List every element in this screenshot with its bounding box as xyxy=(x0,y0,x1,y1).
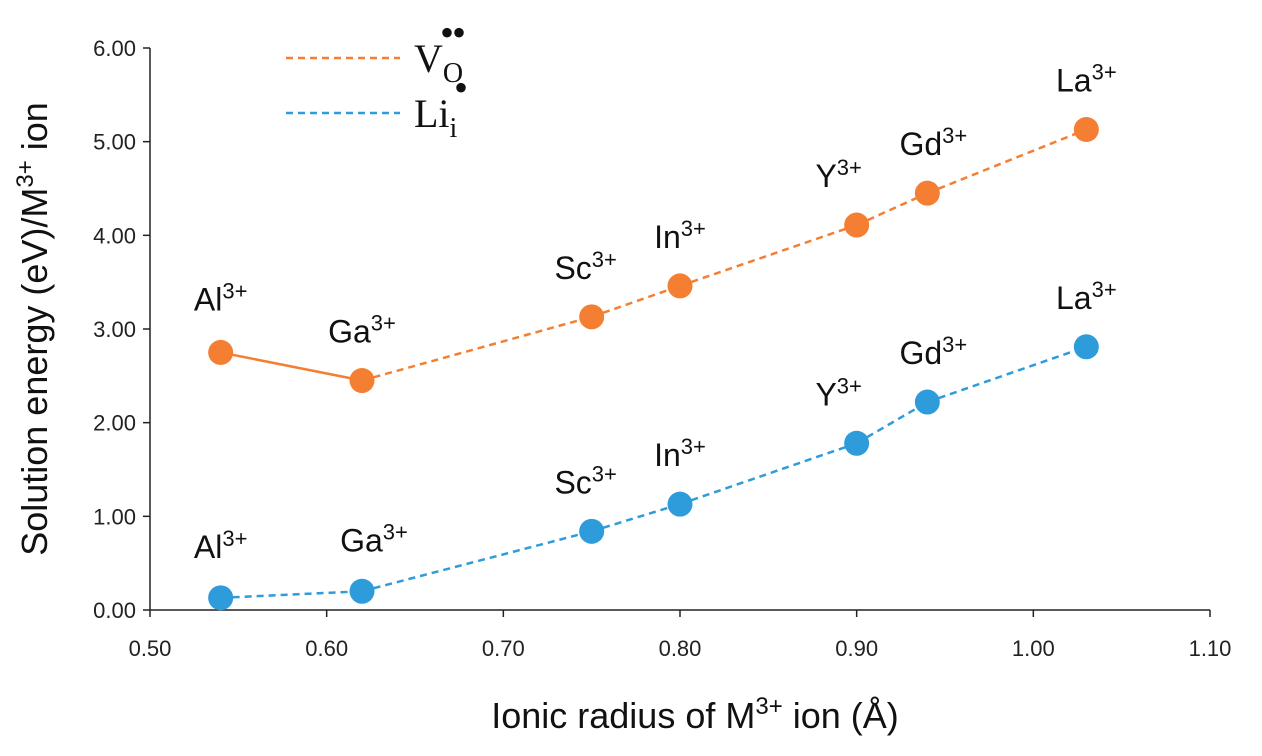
x-tick-label: 0.50 xyxy=(129,636,172,661)
plot-area: Al3+ Ga3+ Sc3+ In3+ Y3+ Gd3+ La3+ Al3+ Ga3+ Sc3+ I… xyxy=(194,59,1117,611)
y-axis-title: Solution energy (eV)/M3+ ion xyxy=(12,102,55,556)
data-point xyxy=(914,180,940,206)
x-tick-label: 0.70 xyxy=(482,636,525,661)
data-point xyxy=(667,273,693,299)
x-tick-label: 0.90 xyxy=(835,636,878,661)
data-point xyxy=(208,339,234,365)
series-vo: Al3+ Ga3+ Sc3+ In3+ Y3+ Gd3+ La3+ xyxy=(194,59,1117,394)
y-tick-label: 1.00 xyxy=(93,504,136,529)
x-tick-label: 1.00 xyxy=(1012,636,1055,661)
series-line-segment xyxy=(361,530,592,593)
point-label: Al3+ xyxy=(194,526,248,565)
x-tick-label: 1.10 xyxy=(1189,636,1232,661)
legend-label: Lii xyxy=(414,91,458,144)
y-tick-label: 4.00 xyxy=(93,223,136,248)
data-point xyxy=(844,430,870,456)
series-line-segment xyxy=(856,400,928,445)
legend-superscript: • xyxy=(454,65,466,110)
series-line-segment xyxy=(926,345,1087,404)
data-point xyxy=(349,368,375,394)
legend-superscript: •• xyxy=(440,10,464,55)
series-line-segment xyxy=(679,223,858,288)
y-tick-label: 2.00 xyxy=(93,411,136,436)
data-point xyxy=(844,212,870,238)
y-tick-label: 3.00 xyxy=(93,317,136,342)
series-line-segment xyxy=(679,442,858,506)
point-label: Sc3+ xyxy=(554,247,616,286)
series-line-segment xyxy=(220,351,363,382)
legend: VO••Lii• xyxy=(286,10,468,144)
series-line-segment xyxy=(361,315,593,382)
y-tick-label: 6.00 xyxy=(93,36,136,61)
axes: 0.00 1.00 2.00 3.00 4.00 5.00 6.00 0.50 0.60 0.70… xyxy=(12,36,1231,736)
legend-item: Lii• xyxy=(286,65,468,144)
series-line-segment xyxy=(926,128,1087,195)
x-tick-label: 0.80 xyxy=(659,636,702,661)
point-label: Gd3+ xyxy=(899,123,967,162)
x-axis-title: Ionic radius of M3+ ion (Å) xyxy=(491,693,899,736)
legend-label: VO xyxy=(414,36,463,89)
y-tick-label: 5.00 xyxy=(93,130,136,155)
point-label: Gd3+ xyxy=(899,332,967,371)
data-point xyxy=(914,389,940,415)
x-tick-label: 0.60 xyxy=(305,636,348,661)
data-point xyxy=(349,578,375,604)
series-lii: Al3+ Ga3+ Sc3+ In3+ Y3+ Gd3+ La3+ xyxy=(194,277,1117,611)
point-label: Ga3+ xyxy=(340,519,408,558)
point-label: Y3+ xyxy=(815,155,861,194)
point-label: La3+ xyxy=(1056,277,1117,316)
series-line-segment xyxy=(591,284,681,319)
legend-item: VO•• xyxy=(286,10,466,89)
point-label: Ga3+ xyxy=(328,311,396,350)
point-label: Sc3+ xyxy=(554,461,616,500)
point-label: In3+ xyxy=(654,434,706,473)
data-point xyxy=(1073,116,1099,142)
data-point xyxy=(667,491,693,517)
series-line-segment xyxy=(856,192,928,227)
point-label: In3+ xyxy=(654,216,706,255)
point-label: Al3+ xyxy=(194,278,248,317)
data-point xyxy=(579,518,605,544)
data-point xyxy=(208,585,234,611)
series-line-segment xyxy=(591,502,681,533)
point-label: La3+ xyxy=(1056,59,1117,98)
point-label: Y3+ xyxy=(815,373,861,412)
data-point xyxy=(1073,334,1099,360)
series-line-segment xyxy=(220,590,363,600)
data-point xyxy=(579,304,605,330)
y-tick-label: 0.00 xyxy=(93,598,136,623)
